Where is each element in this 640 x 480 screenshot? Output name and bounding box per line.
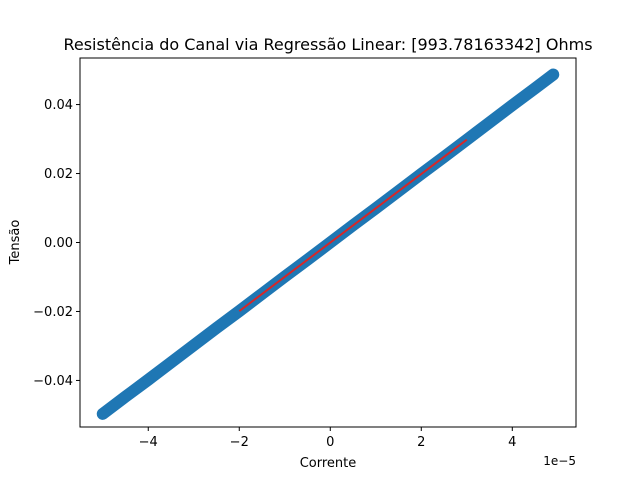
plot-frame [79, 57, 577, 428]
scatter-point [188, 339, 200, 351]
y-tick-label: 0.00 [44, 236, 73, 251]
chart-title: Resistência do Canal via Regressão Linea… [63, 35, 592, 54]
x-tick-label: 0 [326, 435, 334, 450]
data-layer [96, 68, 560, 420]
scatter-point [142, 374, 154, 386]
y-axis-ticks: −0.04 −0.02 0.00 0.02 0.04 [33, 98, 80, 389]
y-axis-label: Tensão [8, 220, 23, 266]
scatter-point [529, 82, 541, 94]
scatter-point [547, 69, 559, 81]
scatter-point [506, 99, 518, 111]
y-tick-label: −0.04 [33, 374, 73, 389]
y-tick-label: −0.02 [33, 305, 73, 320]
scatter-point [211, 322, 223, 334]
x-tick-label: −2 [230, 435, 249, 450]
y-tick-label: 0.04 [44, 98, 73, 113]
x-axis-label: Corrente [300, 456, 357, 471]
scatter-point [97, 408, 109, 420]
x-tick-label: 2 [417, 435, 425, 450]
scatter-point [484, 116, 496, 128]
x-axis-offset-label: 1e−5 [543, 454, 576, 468]
regression-line [238, 138, 468, 312]
scatter-point [120, 391, 132, 403]
scatter-point [165, 357, 177, 369]
x-tick-label: −4 [139, 435, 158, 450]
y-tick-label: 0.02 [44, 167, 73, 182]
x-axis-ticks: −4 −2 0 2 4 [139, 427, 516, 450]
x-tick-label: 4 [508, 435, 516, 450]
